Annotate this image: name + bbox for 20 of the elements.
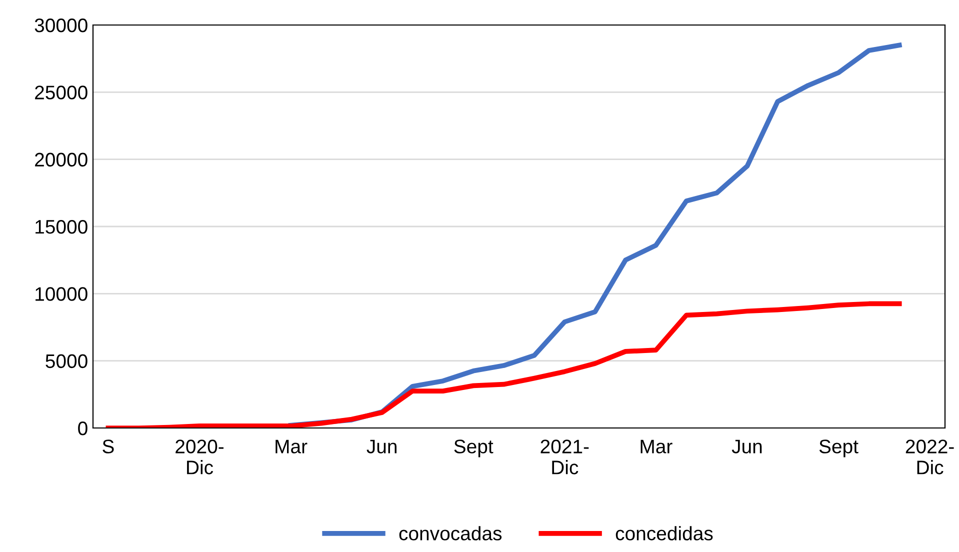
line-series [106, 301, 902, 428]
x-tick-label: Mar [640, 440, 672, 454]
x-tick-label: Mar [276, 440, 308, 454]
x-tick-label: Sept [819, 440, 858, 458]
y-tick-label: 10000 [36, 287, 88, 301]
x-tick-label: Jun [732, 440, 762, 454]
x-tick-label: 2021-Dic [540, 440, 589, 474]
x-tick-label: Sept [454, 440, 494, 458]
y-tick-label: 15000 [36, 220, 88, 234]
x-tick-label: Jun [366, 440, 396, 454]
y-tick-label: 20000 [35, 152, 88, 167]
x-tick-label: 2020-Dic [176, 440, 224, 474]
legend-label: concedidas [616, 526, 713, 540]
y-tick-label: 0 [78, 421, 88, 436]
y-tick-label: 30000 [34, 18, 88, 32]
y-tick-label: 25000 [35, 86, 88, 100]
x-tick-label: S [102, 440, 114, 454]
x-tick-label: 2022-Dic [906, 440, 954, 474]
y-tick-label: 5000 [46, 354, 88, 368]
legend-label: convocadas [399, 526, 502, 540]
